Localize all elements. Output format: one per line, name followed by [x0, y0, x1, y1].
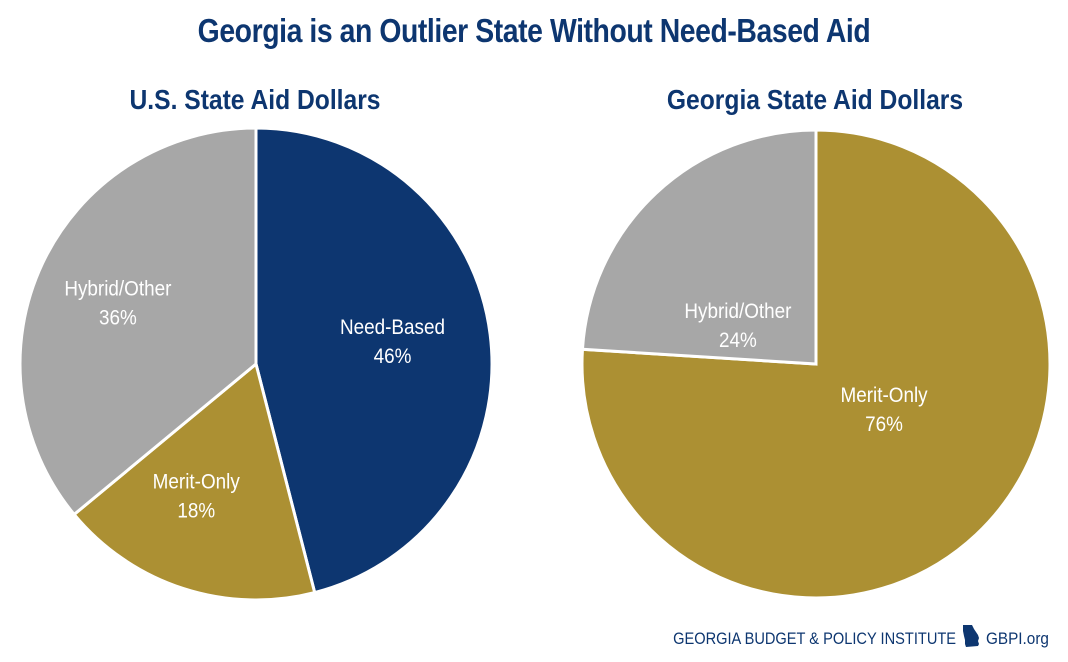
pie-slice-merit-only: [72, 361, 317, 602]
georgia-pie-chart: Merit-Only 76% Hybrid/Other 24%: [580, 128, 1052, 600]
pie-slice-need-based: [254, 126, 494, 595]
slice-label-need-based: Need-Based 46%: [340, 316, 445, 368]
slice-label-value: 24%: [719, 329, 757, 352]
footer-website-link[interactable]: GBPI.org: [986, 628, 1050, 648]
slice-label-value: 76%: [865, 413, 903, 436]
slice-label-hybrid-other: Hybrid/Other 24%: [684, 300, 791, 352]
slice-label-merit-only: Merit-Only 18%: [153, 471, 240, 523]
chart-title: Georgia is an Outlier State Without Need…: [197, 12, 871, 49]
slice-label-name: Merit-Only: [153, 471, 240, 494]
slice-label-name: Hybrid/Other: [684, 300, 791, 323]
slice-label-name: Need-Based: [340, 316, 445, 339]
slice-label-value: 18%: [177, 500, 215, 523]
slice-label-hybrid-other: Hybrid/Other 36%: [64, 278, 171, 330]
us-pie-chart: Need-Based 46% Merit-Only 18% Hybrid/Other 36…: [18, 126, 494, 602]
slice-label-name: Merit-Only: [841, 384, 928, 407]
slice-label-value: 36%: [99, 307, 137, 330]
pie-slice-hybrid-other: [18, 126, 258, 517]
pie-slice-hybrid-other: [580, 128, 818, 366]
slice-label-name: Hybrid/Other: [64, 278, 171, 301]
georgia-pie-title: Georgia State Aid Dollars: [666, 84, 964, 115]
georgia-state-icon: [962, 625, 980, 652]
slice-label-merit-only: Merit-Only 76%: [841, 384, 928, 436]
us-pie-title: U.S. State Aid Dollars: [129, 84, 381, 115]
slice-label-value: 46%: [374, 345, 412, 368]
footer: GEORGIA BUDGET & POLICY INSTITUTE GBPI.o…: [627, 625, 1056, 652]
footer-org-name: GEORGIA BUDGET & POLICY INSTITUTE: [673, 628, 957, 648]
